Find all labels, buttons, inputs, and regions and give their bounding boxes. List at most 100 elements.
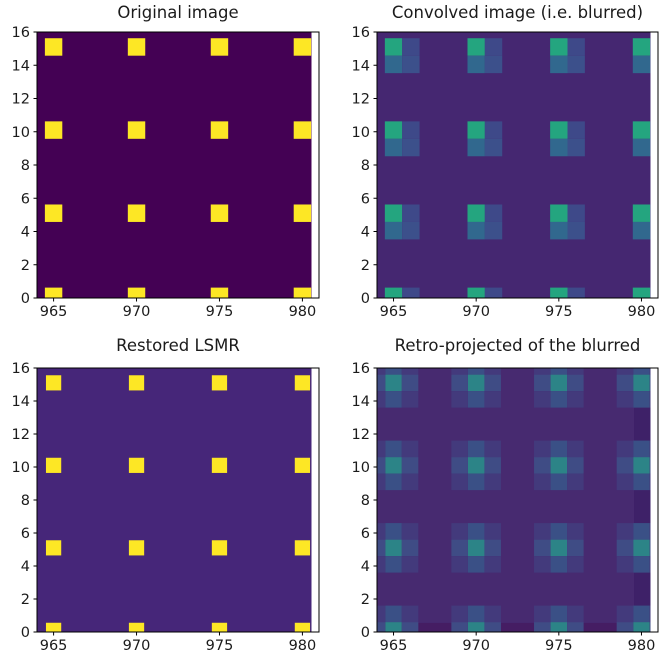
heatmap-cell <box>632 204 651 222</box>
y-tick-label: 6 <box>361 526 370 542</box>
heatmap-cell <box>567 121 585 139</box>
y-tick-label: 2 <box>361 592 370 608</box>
heatmap-cell <box>451 368 468 375</box>
heatmap-cell <box>377 391 386 408</box>
heatmap-cell <box>633 622 650 632</box>
y-tick-label: 14 <box>352 394 370 410</box>
y-tick-label: 14 <box>352 58 370 74</box>
heatmap-cell <box>567 523 584 540</box>
y-tick-label: 10 <box>352 125 370 141</box>
y-tick-label: 4 <box>21 559 30 575</box>
x-tick-label: 965 <box>40 638 68 654</box>
heatmap-cell <box>385 605 402 623</box>
heatmap-cell <box>451 457 468 474</box>
heatmap-cell <box>650 221 651 240</box>
y-tick-label: 10 <box>12 125 30 141</box>
heatmap-cell <box>294 540 311 556</box>
heatmap-cell <box>211 375 228 391</box>
heatmap-cell <box>384 55 403 74</box>
heatmap-cell <box>294 457 311 473</box>
y-tick-label: 10 <box>12 460 30 476</box>
heatmap-cell <box>650 121 651 139</box>
heatmap-cell <box>567 204 585 222</box>
heatmap-cell <box>377 368 386 375</box>
heatmap-cell <box>127 121 146 139</box>
heatmap-cell <box>451 622 468 632</box>
heatmap-image-2 <box>37 368 312 632</box>
heatmap-cell <box>616 473 634 491</box>
heatmap-cell <box>633 440 650 458</box>
heatmap-cell <box>534 457 551 474</box>
y-tick-label: 14 <box>12 394 30 410</box>
heatmap-cell <box>616 622 634 632</box>
heatmap-cell <box>649 556 651 573</box>
heatmap-cell <box>567 440 584 458</box>
y-tick-label: 12 <box>352 427 370 443</box>
y-tick-label: 12 <box>352 92 370 108</box>
heatmap-cell <box>649 605 651 623</box>
heatmap-cell <box>484 440 501 458</box>
x-tick-label: 975 <box>206 638 234 654</box>
heatmap-cell <box>45 540 62 556</box>
heatmap-cell <box>550 55 568 74</box>
y-tick-label: 4 <box>361 559 370 575</box>
heatmap-cell <box>127 204 146 222</box>
heatmap-cell <box>550 138 568 157</box>
x-tick-label: 965 <box>380 638 408 654</box>
heatmap-cell <box>550 523 568 540</box>
y-tick-label: 16 <box>352 361 370 377</box>
heatmap-cell <box>128 540 145 556</box>
y-tick-label: 12 <box>12 92 30 108</box>
subplot-title-convolved: Convolved image (i.e. blurred) <box>391 3 644 22</box>
heatmap-cell <box>467 523 485 540</box>
heatmap-cell <box>632 221 651 240</box>
heatmap-cell <box>484 523 501 540</box>
x-tick-label: 970 <box>462 638 490 654</box>
x-tick-label: 980 <box>289 304 317 320</box>
y-tick-label: 2 <box>21 592 30 608</box>
heatmap-cell <box>45 457 62 473</box>
heatmap-cell <box>567 368 584 375</box>
heatmap-cell <box>534 605 551 623</box>
y-tick-label: 12 <box>12 427 30 443</box>
y-tick-label: 10 <box>352 460 370 476</box>
heatmap-cell <box>567 138 585 157</box>
heatmap-cell <box>649 539 651 557</box>
y-tick-label: 6 <box>21 191 30 207</box>
heatmap-cell <box>633 539 650 557</box>
heatmap-cell <box>467 368 485 375</box>
heatmap-cell <box>451 391 468 408</box>
heatmap-cell <box>484 287 503 298</box>
heatmap-cell <box>385 457 402 474</box>
y-tick-label: 0 <box>21 625 30 641</box>
heatmap-cell <box>484 138 503 157</box>
heatmap-cell <box>467 440 485 458</box>
heatmap-cell <box>550 204 568 222</box>
heatmap-cell <box>567 622 584 632</box>
x-tick-label: 970 <box>123 638 151 654</box>
heatmap-cell <box>384 121 403 139</box>
heatmap-cell <box>467 473 485 491</box>
heatmap-cell <box>467 556 485 573</box>
heatmap-cell <box>401 391 419 408</box>
y-tick-label: 0 <box>361 625 370 641</box>
heatmap-cell <box>567 55 585 74</box>
heatmap-cell <box>401 374 419 392</box>
heatmap-cell <box>377 523 386 540</box>
heatmap-cell <box>467 605 485 623</box>
heatmap-cell <box>484 374 501 392</box>
heatmap-cell <box>384 287 403 298</box>
y-tick-label: 2 <box>21 258 30 274</box>
heatmap-cell <box>401 440 419 458</box>
heatmap-cell <box>401 539 419 557</box>
heatmap-cell <box>44 204 63 222</box>
heatmap-cell <box>616 374 634 392</box>
heatmap-cell <box>44 121 63 139</box>
heatmap-cell <box>550 368 568 375</box>
x-tick-label: 975 <box>545 638 573 654</box>
heatmap-cell <box>632 287 651 298</box>
heatmap-cell <box>650 38 651 56</box>
heatmap-cell <box>385 440 402 458</box>
heatmap-shade <box>377 622 651 632</box>
heatmap-background <box>377 32 651 298</box>
